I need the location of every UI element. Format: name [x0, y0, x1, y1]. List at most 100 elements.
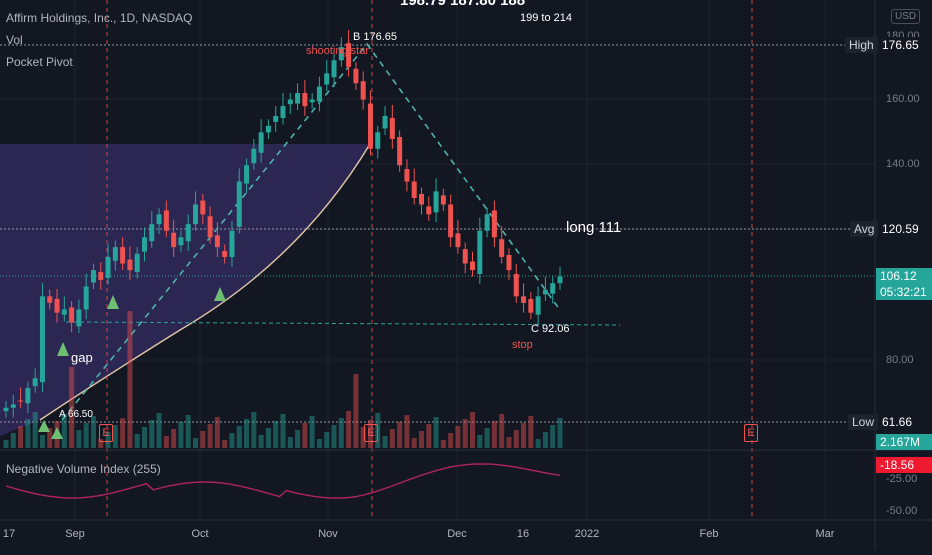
candle-body: [309, 99, 315, 103]
candle-body: [142, 237, 147, 252]
candle-body: [120, 247, 126, 264]
high-key: High: [845, 37, 878, 53]
volume-bar: [258, 435, 264, 448]
candle-body: [382, 115, 388, 129]
candle-body: [542, 289, 548, 295]
volume-bar: [513, 430, 519, 448]
pocket-pivot-study-label[interactable]: Pocket Pivot: [6, 55, 73, 69]
time-tick: Nov: [318, 528, 338, 540]
candle-body: [491, 210, 497, 238]
nvi-tick: -50.00: [886, 505, 918, 517]
volume-bar: [105, 432, 111, 448]
candle-body: [448, 204, 454, 238]
candle-body: [200, 200, 206, 215]
countdown: 05:32:21: [876, 284, 932, 300]
candle-body: [528, 298, 534, 313]
volume-study-label[interactable]: Vol: [6, 33, 23, 47]
volume-bar: [193, 438, 199, 448]
volume-value: 2.167M: [876, 434, 932, 450]
candle-body: [258, 132, 264, 153]
candle-body: [280, 106, 286, 118]
candle-body: [25, 388, 31, 404]
candle-body: [295, 93, 301, 104]
time-tick: 17: [2, 528, 16, 540]
candle-body: [287, 99, 293, 105]
time-tick: Dec: [447, 528, 467, 540]
nvi-study-label[interactable]: Negative Volume Index (255): [6, 462, 161, 476]
candle-body: [455, 233, 461, 248]
volume-bar: [76, 430, 82, 448]
point-b-label: B 176.65: [353, 31, 398, 43]
volume-bar: [309, 416, 315, 448]
volume-bar: [528, 416, 534, 448]
nvi-line: [5, 463, 561, 499]
earnings-marker[interactable]: E: [364, 424, 378, 442]
volume-bar: [25, 419, 31, 448]
volume-bar: [477, 435, 483, 448]
candle-body: [411, 181, 417, 198]
high-value: 176.65: [878, 37, 923, 53]
volume-bar: [455, 426, 461, 448]
candle-body: [10, 404, 16, 408]
volume-bar: [491, 421, 497, 448]
long-label: long 111: [566, 219, 622, 236]
candle-body: [535, 296, 541, 315]
volume-bar: [389, 429, 395, 448]
candle-body: [39, 296, 45, 383]
volume-bar: [251, 412, 257, 448]
earnings-marker[interactable]: E: [744, 424, 758, 442]
volume-bar: [295, 430, 301, 448]
target-text: 199 to 214: [520, 12, 572, 24]
candle-body: [506, 254, 512, 271]
abc-pattern: [61, 42, 561, 421]
time-tick: 16: [516, 528, 530, 540]
time-tick: Oct: [191, 528, 209, 540]
candle-body: [426, 206, 432, 215]
currency-badge[interactable]: USD: [891, 9, 921, 24]
volume-bar: [178, 422, 184, 448]
candle-body: [54, 298, 60, 313]
volume-bar: [61, 414, 67, 448]
last-price: 106.12: [876, 268, 932, 284]
volume-bar: [265, 428, 271, 448]
volume-bar: [324, 432, 330, 448]
volume-bar: [550, 425, 556, 448]
volume-bar: [521, 423, 527, 448]
point-a-label: A 66.50: [59, 409, 93, 420]
candle-body: [419, 194, 424, 205]
earnings-marker[interactable]: E: [99, 424, 113, 442]
volume-bar: [149, 420, 155, 448]
top-ohlc-text: 198.79 187.80 188: [400, 0, 526, 9]
volume-bar: [32, 412, 38, 448]
volume-bar: [367, 420, 373, 448]
volume-bar: [134, 434, 140, 448]
volume-bar: [462, 419, 468, 448]
volume-bar: [229, 433, 235, 448]
candle-body: [440, 195, 446, 205]
volume-bar: [382, 436, 388, 448]
candle-body: [76, 309, 82, 327]
point-c-label: C 92.06: [531, 323, 570, 335]
candle-body: [185, 224, 191, 242]
volume-bar: [316, 439, 322, 448]
stop-label: stop: [512, 339, 533, 351]
candle-body: [156, 214, 162, 225]
candle-body: [178, 237, 184, 246]
shooting-star-label: shooting star: [306, 45, 369, 57]
candle-body: [477, 230, 483, 275]
volume-bar: [18, 426, 24, 448]
candle-body: [484, 214, 490, 231]
volume-bar: [557, 418, 563, 448]
volume-bar: [90, 416, 96, 448]
candle-body: [18, 400, 24, 402]
candle-body: [404, 169, 410, 182]
symbol-title[interactable]: Affirm Holdings, Inc., 1D, NASDAQ: [6, 11, 193, 25]
volume-bar: [535, 439, 541, 448]
candle-body: [251, 148, 257, 164]
nvi-value: -18.56: [876, 457, 932, 473]
candle-body: [375, 132, 381, 149]
zone-shape: [0, 144, 370, 436]
candle-body: [83, 286, 89, 310]
